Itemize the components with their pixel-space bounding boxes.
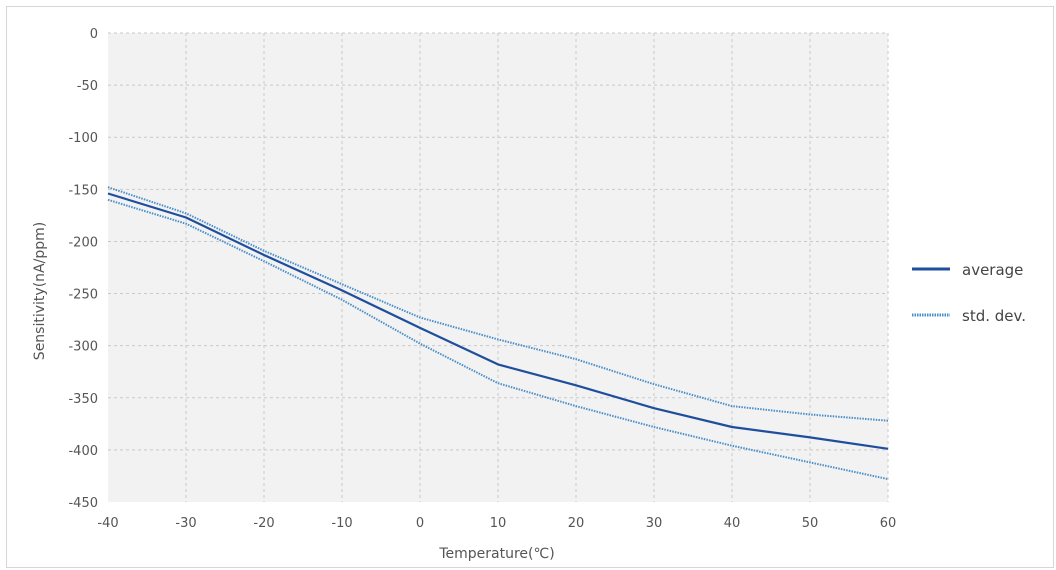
y-tick-label: -250	[68, 288, 98, 303]
y-tick-label: -150	[68, 183, 98, 198]
legend: average std. dev.	[912, 261, 1026, 325]
x-tick-label: 20	[568, 516, 585, 531]
series-line-average	[107, 192, 889, 450]
gridlines	[108, 32, 889, 502]
x-tick-label: 0	[416, 516, 424, 531]
x-tick-label: -10	[331, 516, 352, 531]
series-lines	[107, 186, 889, 481]
x-tick-label: 50	[802, 516, 819, 531]
y-tick-label: -100	[68, 131, 98, 146]
y-tick-label: 0	[90, 27, 98, 42]
y-axis-ticks: 0 -50 -100 -150 -200 -250 -300 -350 -400 -450	[68, 27, 98, 511]
y-tick-label: -400	[68, 444, 98, 459]
x-tick-label: -20	[253, 516, 274, 531]
y-tick-label: -300	[68, 340, 98, 355]
x-tick-label: 10	[490, 516, 507, 531]
y-tick-label: -350	[68, 392, 98, 407]
y-tick-label: -450	[68, 496, 98, 511]
series-line-std-dev-upper	[107, 186, 889, 422]
x-tick-label: 40	[724, 516, 741, 531]
x-axis-ticks: -40 -30 -20 -10 0 10 20 30 40 50 60	[97, 516, 896, 531]
x-tick-label: 30	[646, 516, 663, 531]
y-tick-label: -50	[77, 79, 98, 94]
x-tick-label: 60	[880, 516, 897, 531]
legend-label-std-dev: std. dev.	[962, 307, 1026, 325]
y-axis-title: Sensitivity(nA/ppm)	[32, 222, 48, 360]
x-tick-label: -40	[97, 516, 118, 531]
legend-label-average: average	[962, 261, 1023, 279]
y-tick-label: -200	[68, 235, 98, 250]
x-tick-label: -30	[175, 516, 196, 531]
x-axis-title: Temperature(℃)	[438, 546, 554, 562]
series-line-std-dev-lower	[107, 198, 889, 481]
